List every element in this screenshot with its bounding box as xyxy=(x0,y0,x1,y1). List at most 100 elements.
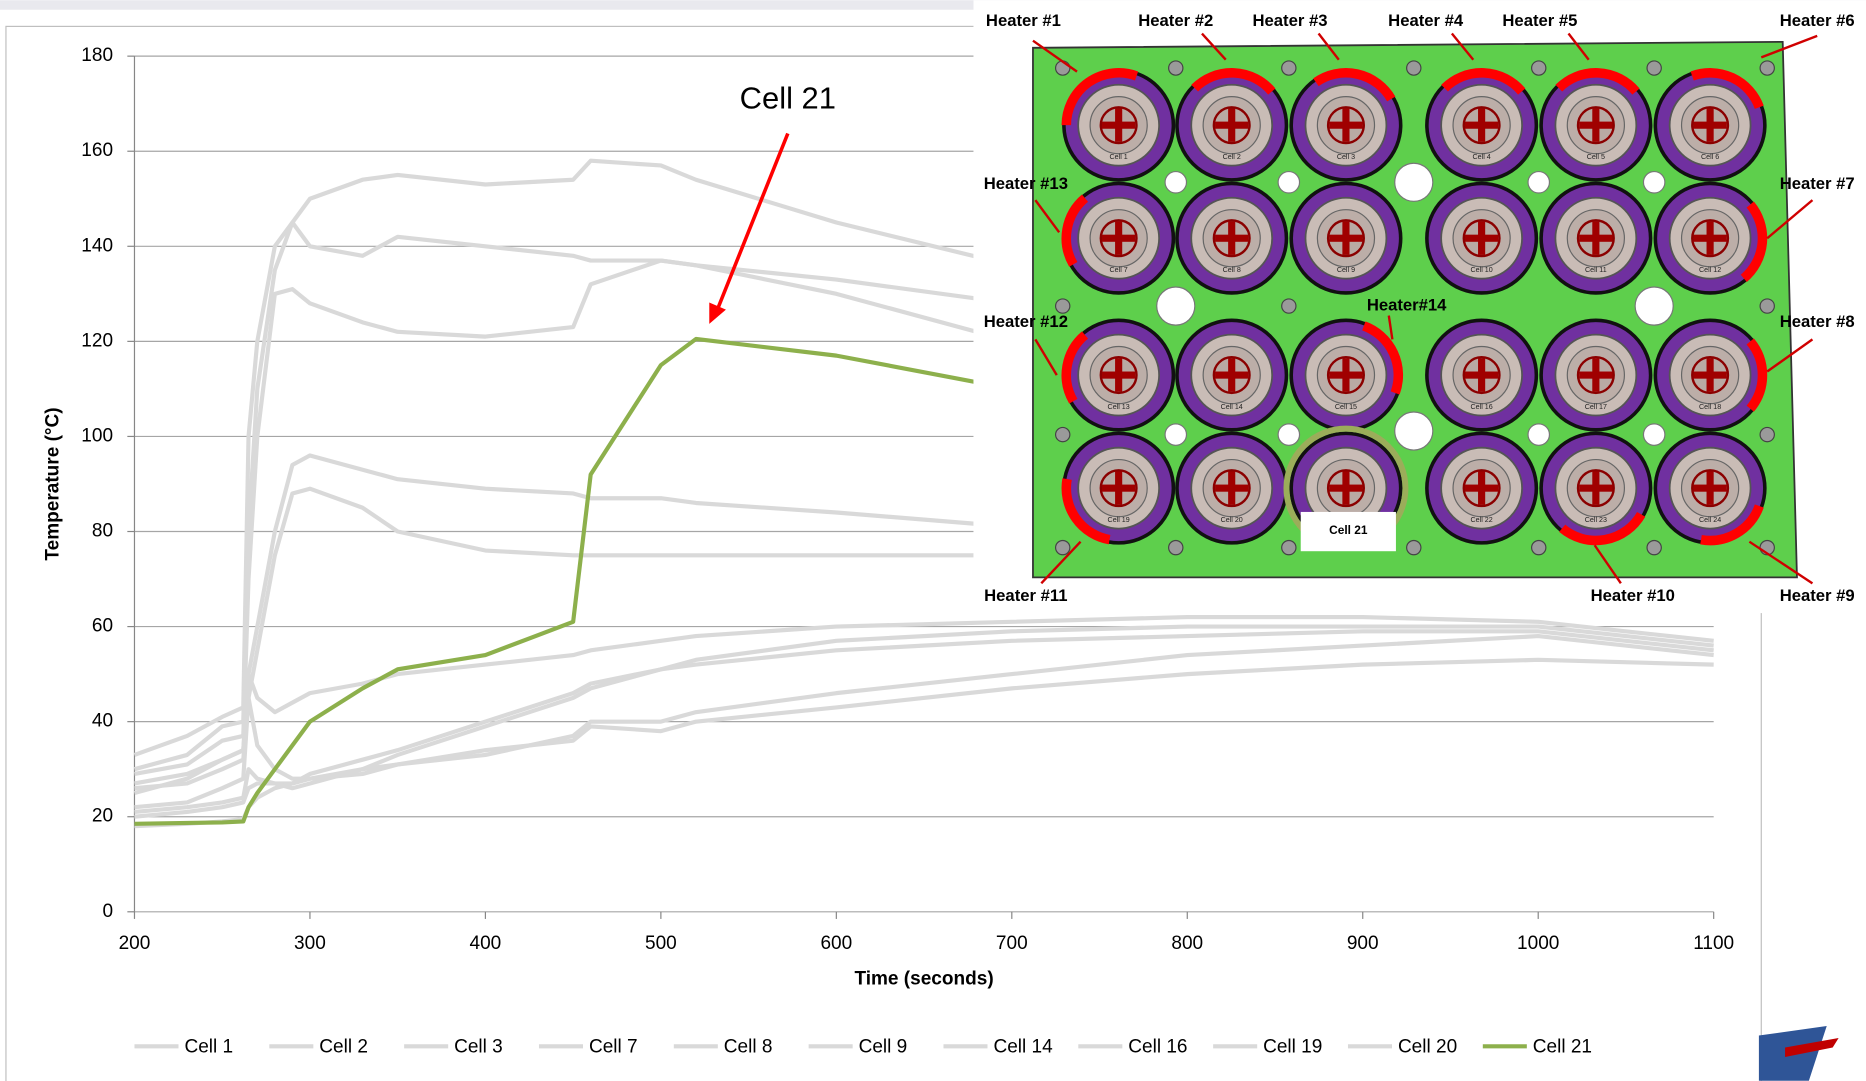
cross-h xyxy=(1579,484,1613,492)
y-tick-label: 20 xyxy=(92,806,113,827)
cross-h xyxy=(1329,484,1363,492)
vent xyxy=(1164,423,1188,446)
heater-pointer xyxy=(1032,39,1078,73)
cross-h xyxy=(1464,484,1499,492)
hole xyxy=(1168,539,1184,556)
x-tick-label: 700 xyxy=(996,933,1028,954)
heater-pointer xyxy=(1748,540,1814,585)
vent xyxy=(1394,411,1434,451)
heater-pointer xyxy=(1766,338,1814,373)
cell-label: Cell 11 xyxy=(1585,266,1607,274)
heater-pointer xyxy=(1040,540,1082,585)
series-line xyxy=(134,629,1714,815)
vent xyxy=(1642,423,1666,446)
legend-label: Cell 19 xyxy=(1263,1036,1322,1057)
inset-diagram: Cell 1 Cell 2 Cell 3 Cell 4 Cell 5 Cell 6 Cell… xyxy=(973,0,1866,614)
hole xyxy=(1759,60,1775,76)
cell-label: Cell 8 xyxy=(1223,266,1241,274)
legend-label: Cell 16 xyxy=(1128,1036,1187,1057)
cell-label: Cell 14 xyxy=(1221,403,1243,411)
cell-label: Cell 20 xyxy=(1221,516,1243,524)
heater-pointer xyxy=(1034,199,1061,233)
cross-h xyxy=(1464,121,1499,129)
vent xyxy=(1277,170,1301,194)
x-tick-label: 900 xyxy=(1347,933,1379,954)
heater-arc xyxy=(1555,68,1640,95)
x-tick-label: 1100 xyxy=(1693,933,1734,954)
heater-arc xyxy=(1740,201,1768,282)
heater-label: Heater #5 xyxy=(1502,11,1577,30)
hole xyxy=(1054,60,1071,76)
cross-h xyxy=(1215,234,1249,242)
heater-label: Heater #9 xyxy=(1780,586,1855,605)
cross-h xyxy=(1464,371,1499,379)
y-tick-label: 40 xyxy=(92,711,113,732)
cross-h xyxy=(1329,234,1363,242)
cell-label: Cell 23 xyxy=(1585,516,1607,524)
cell-label: Cell 24 xyxy=(1699,516,1721,524)
hole xyxy=(1646,539,1662,556)
heater-label: Heater #10 xyxy=(1591,586,1675,605)
heater-arc xyxy=(1690,68,1764,110)
heater-arc xyxy=(1362,321,1404,395)
cross-h xyxy=(1101,371,1136,379)
top-bar xyxy=(0,0,1866,10)
heater-label: Heater #13 xyxy=(984,174,1068,193)
hole xyxy=(1759,298,1775,314)
hole xyxy=(1168,60,1184,76)
heater-arc xyxy=(1746,338,1768,412)
legend-label: Cell 21 xyxy=(1533,1036,1592,1057)
cross-h xyxy=(1215,371,1249,379)
hole xyxy=(1406,539,1422,556)
hole xyxy=(1281,298,1297,314)
y-tick-label: 180 xyxy=(81,45,113,66)
heater-label: Heater #8 xyxy=(1780,312,1855,331)
cross-h xyxy=(1464,234,1499,242)
y-tick-label: 120 xyxy=(81,330,113,351)
highlight-box xyxy=(1300,511,1396,552)
vent xyxy=(1634,286,1674,326)
x-tick-label: 1000 xyxy=(1517,933,1559,954)
heater-label: Heater #3 xyxy=(1253,11,1328,30)
x-tick-label: 600 xyxy=(820,933,852,954)
x-tick-label: 500 xyxy=(645,933,677,954)
heater-pointer xyxy=(1317,32,1340,61)
cell-label: Cell 13 xyxy=(1108,403,1130,411)
legend-label: Cell 3 xyxy=(454,1036,503,1057)
heater-label: Heater #4 xyxy=(1388,11,1464,30)
cross-h xyxy=(1329,371,1363,379)
annotation: Cell 21 xyxy=(740,80,836,115)
x-axis-title: Time (seconds) xyxy=(854,969,993,990)
legend-label: Cell 20 xyxy=(1398,1036,1457,1057)
legend-label: Cell 9 xyxy=(859,1036,908,1057)
cell-label: Cell 22 xyxy=(1471,516,1493,524)
cross-h xyxy=(1101,121,1136,129)
y-tick-label: 100 xyxy=(81,425,113,446)
x-tick-label: 200 xyxy=(119,933,151,954)
legend-label: Cell 14 xyxy=(993,1036,1053,1057)
cell-label: Cell 12 xyxy=(1699,266,1721,274)
highlight-label: Cell 21 xyxy=(1329,523,1368,537)
heater-pointer xyxy=(1034,338,1058,376)
y-tick-label: 80 xyxy=(92,521,113,542)
hole xyxy=(1406,60,1422,76)
heater-pointer xyxy=(1593,544,1622,585)
cross-h xyxy=(1579,234,1613,242)
heater-arc xyxy=(1061,194,1089,267)
y-axis-title: Temperature (°C) xyxy=(43,407,64,560)
heater-label: Heater #1 xyxy=(986,11,1061,30)
vent xyxy=(1527,170,1551,194)
x-tick-label: 800 xyxy=(1171,933,1203,954)
cross-h xyxy=(1579,371,1613,379)
legend-label: Cell 7 xyxy=(589,1036,638,1057)
heater-label: Heater #12 xyxy=(984,312,1068,331)
series-line xyxy=(134,634,1714,819)
heater-arc xyxy=(1061,68,1139,126)
cross-h xyxy=(1693,121,1727,129)
heater-label: Heater #11 xyxy=(984,586,1067,605)
legend-label: Cell 8 xyxy=(724,1036,773,1057)
cross-h xyxy=(1215,121,1249,129)
cell-label: Cell 6 xyxy=(1701,153,1719,161)
cell-label: Cell 3 xyxy=(1337,153,1355,161)
